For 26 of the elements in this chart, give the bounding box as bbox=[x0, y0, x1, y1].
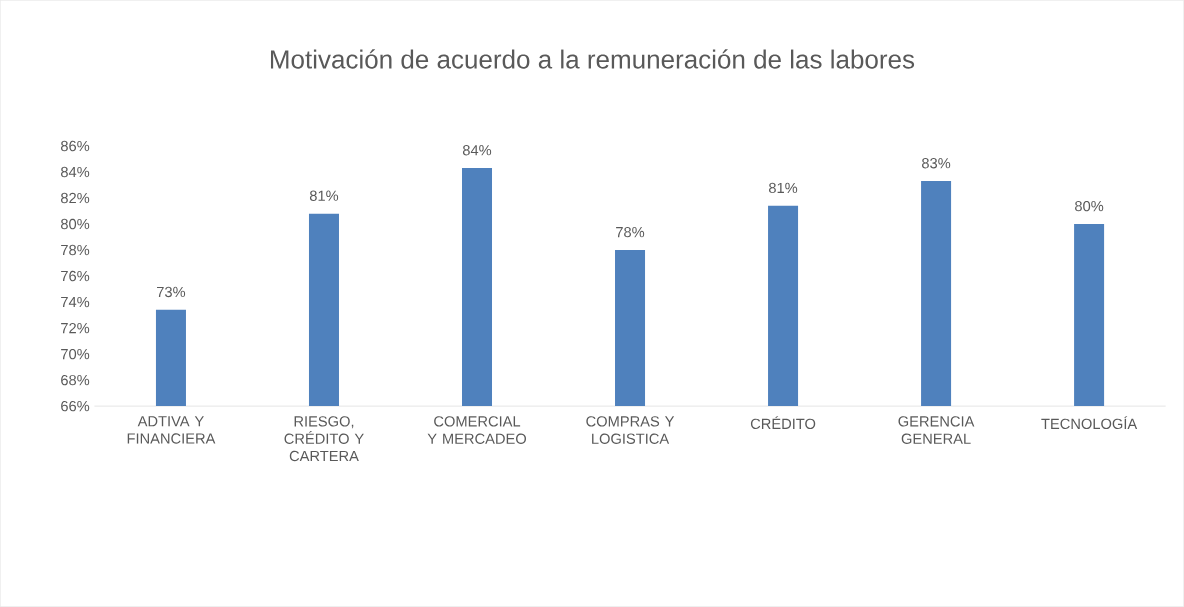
x-tick-label: ADTIVA Y FINANCIERA bbox=[127, 416, 216, 444]
y-tick-label: 72% bbox=[61, 322, 90, 334]
x-tick-label: RIESGO, CRÉDITO Y CARTERA bbox=[284, 416, 364, 462]
x-tick-label: COMPRAS Y LOGISTICA bbox=[586, 416, 675, 444]
data-label: 80% bbox=[1075, 200, 1104, 212]
data-label: 84% bbox=[462, 145, 492, 156]
y-tick-label: 68% bbox=[61, 374, 90, 386]
data-label: 78% bbox=[616, 226, 645, 238]
y-tick-label: 70% bbox=[61, 348, 90, 360]
data-label: 81% bbox=[309, 190, 339, 201]
data-label: 73% bbox=[157, 286, 186, 298]
y-tick-label: 76% bbox=[61, 270, 90, 282]
data-label: 81% bbox=[768, 182, 798, 194]
x-tick-label: GERENCIA GENERAL bbox=[898, 416, 975, 444]
y-tick-label: 86% bbox=[60, 140, 90, 152]
y-tick-label: 74% bbox=[61, 296, 90, 308]
x-tick-label: TECNOLOGÍA bbox=[1041, 416, 1138, 430]
y-tick-label: 84% bbox=[60, 166, 90, 178]
y-tick-label: 80% bbox=[60, 218, 90, 230]
x-tick-label: CRÉDITO bbox=[750, 416, 816, 430]
chart-title: Motivación de acuerdo a la remuneración de las labores bbox=[270, 49, 915, 69]
data-label: 83% bbox=[922, 158, 951, 169]
y-tick-label: 78% bbox=[61, 244, 90, 256]
y-tick-label: 82% bbox=[60, 192, 90, 204]
x-tick-label: COMERCIAL Y MERCADEO bbox=[427, 416, 527, 444]
y-tick-label: 66% bbox=[61, 400, 90, 412]
